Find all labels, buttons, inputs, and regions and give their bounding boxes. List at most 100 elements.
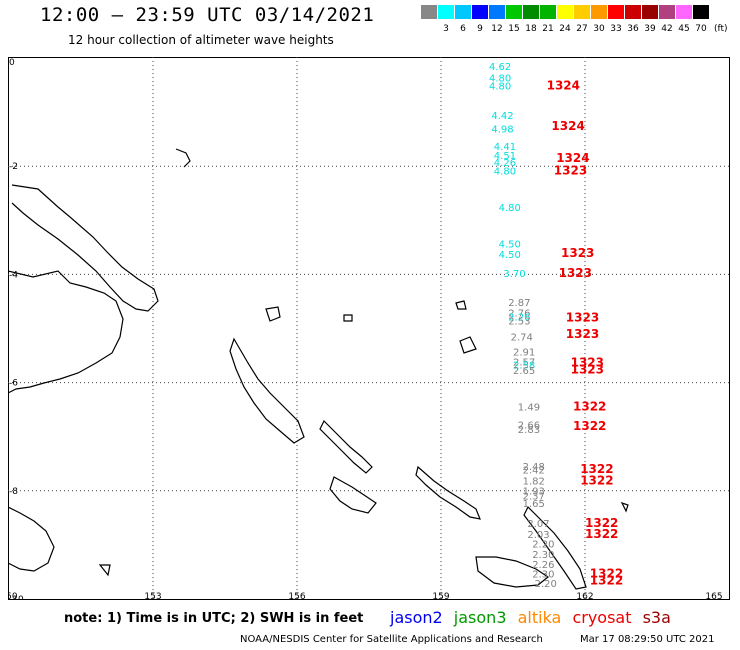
scale-swatch [523,5,539,19]
map-grid: 150 153 156 159 162 165 0 -2 -4 -6 -8 -10 [8,57,730,600]
scale-swatch [693,5,709,19]
pass-time-label: 1322 [590,566,623,580]
coastline-small-island-a [265,306,281,322]
pass-time-label: 1323 [566,327,599,341]
scale-tick-label: 6 [460,24,466,34]
coastline-west-papua [8,506,55,572]
wave-height-label: 4.51 [494,151,516,162]
scale-tick-label: 45 [678,24,690,34]
pass-time-label: 1322 [585,527,618,541]
pass-time-label: 1322 [580,473,613,487]
scale-swatch [591,5,607,19]
wave-height-label: 2.07 [527,519,549,530]
scale-swatch [421,5,437,19]
scale-swatch [659,5,675,19]
wave-height-label: 4.62 [489,62,511,73]
wave-height-label: 2.66 [518,421,540,432]
page-title: 12:00 – 23:59 UTC 03/14/2021 [40,4,375,26]
wave-height-label: 2.53 [508,317,530,328]
map-frame [8,57,730,600]
wave-height-label: 2.20 [532,540,554,551]
scale-swatch [642,5,658,19]
scale-swatch [540,5,556,19]
coastline-manus [175,148,191,168]
credit-line: NOAA/NESDIS Center for Satellite Applica… [240,634,543,645]
wave-height-label: 4.50 [499,250,521,261]
wave-height-label: 1.82 [523,476,545,487]
coastline-small-island-c [455,300,467,310]
wave-height-label: 1.65 [523,499,545,510]
pass-time-label: 1323 [571,362,604,376]
longitude-tick-label: 159 [432,592,449,600]
pass-time-label: 1322 [590,573,623,587]
pass-time-label: 1323 [566,310,599,324]
wave-height-label: 2.42 [523,465,545,476]
altimeter-map: 1501531561591621650-2-4-6-8-10 4.624.804… [8,57,730,600]
scale-tick-label: 70 [695,24,707,34]
wave-height-label: 2.20 [535,579,557,590]
wave-height-label: 2.03 [527,530,549,541]
scale-tick-label: 24 [559,24,571,34]
wave-height-label: 2.30 [532,569,554,580]
longitude-tick-label: 156 [288,592,305,600]
longitude-tick-label: 153 [144,592,161,600]
page-subtitle: 12 hour collection of altimeter wave hei… [68,33,334,47]
coastline-malaita [523,505,587,590]
scale-swatch [557,5,573,19]
coastline-bougainville [229,337,305,444]
wave-height-label: 2.74 [511,332,533,343]
pass-time-label: 1324 [547,78,580,92]
coastline-small-island-b [343,314,353,322]
scale-swatch [608,5,624,19]
wave-height-label: 2.30 [532,550,554,561]
scale-tick-label: 21 [542,24,554,34]
coastline-guadalcanal [475,556,550,588]
coastline-new-georgia [329,476,377,514]
scale-tick-label: 33 [610,24,622,34]
coastline-choiseul [319,419,373,474]
scale-swatch [574,5,590,19]
latitude-tick-label: 0 [9,58,15,68]
wave-height-label: 2.58 [513,361,535,372]
coastline-small-island-d [459,336,477,354]
latitude-tick-label: -2 [9,162,18,172]
scale-tick-label: 15 [508,24,520,34]
longitude-tick-label: 150 [8,592,18,600]
wave-height-label: 1.93 [523,487,545,498]
latitude-tick-label: -4 [9,270,18,280]
pass-time-label: 1323 [571,355,604,369]
legend-jason2: jason2 [390,608,443,627]
wave-height-label: 4.26 [494,158,516,169]
pass-time-label: 1324 [551,119,584,133]
generated-timestamp: Mar 17 08:29:50 UTC 2021 [580,634,715,645]
pass-time-label: 1322 [573,400,606,414]
legend-s3a: s3a [642,608,671,627]
coastlines [8,148,629,590]
scale-tick-label: 12 [491,24,503,34]
coastline-new-britain [8,270,124,394]
scale-swatch [676,5,692,19]
wave-height-label: 2.76 [508,309,530,320]
pass-time-label: 1322 [573,419,606,433]
wave-height-label: 4.80 [489,73,511,84]
latitude-tick-label: -10 [9,595,24,600]
wave-height-label: 2.57 [513,357,535,368]
scale-tick-label: 30 [593,24,605,34]
satellite-legend: jason2 jason3 altika cryosat s3a [390,608,677,627]
wave-height-label: 2.37 [523,491,545,502]
wave-height-label: 4.98 [491,125,513,136]
scale-swatch [489,5,505,19]
pass-time-label: 1324 [556,151,589,165]
scale-tick-label: 36 [627,24,639,34]
wave-height-label: 4.50 [499,239,521,250]
wave-height-label: 2.26 [508,312,530,323]
longitude-tick-label: 165 [705,592,722,600]
wave-height-label: 2.87 [508,298,530,309]
coastline-santa-isabel [415,465,481,520]
coastline-small-island-e [620,501,629,513]
scale-tick-label: 3 [443,24,449,34]
coastline-small-island-f [98,564,111,577]
scale-tick-label: 42 [661,24,673,34]
wave-height-label: 3.70 [503,269,525,280]
